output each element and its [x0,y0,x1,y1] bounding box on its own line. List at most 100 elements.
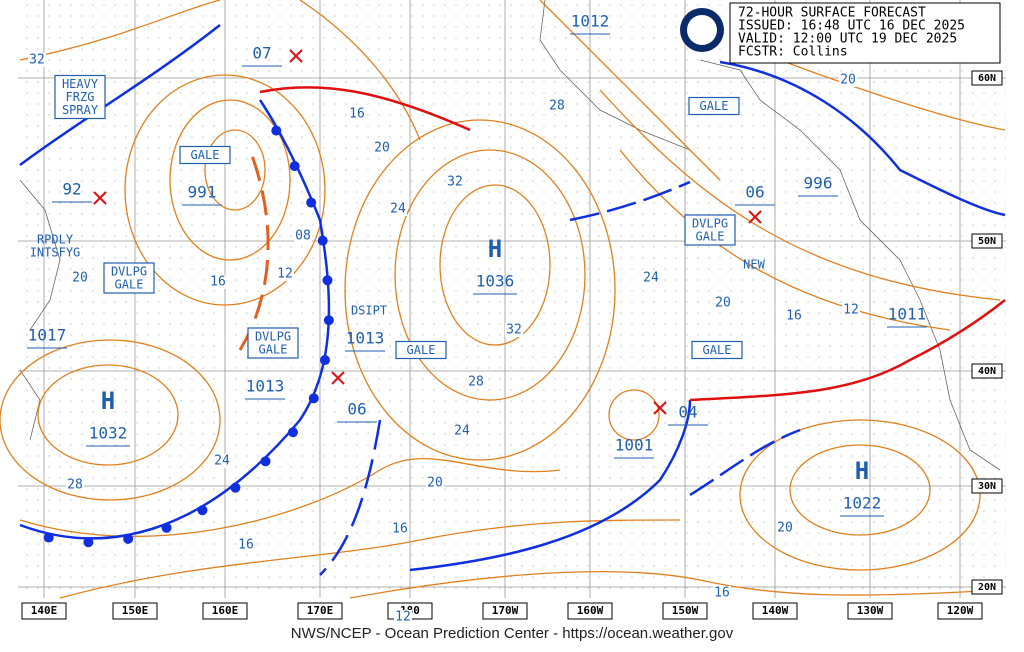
warning-text: DVLPG [255,330,291,344]
noaa-logo-inner [687,15,717,45]
warning-box [179,145,231,165]
lat-label-box [971,579,1003,595]
isobar-label-bg [714,296,732,310]
isobar-label-bg [348,107,366,121]
lon-label: 160E [212,604,239,617]
isobar-label-bg [389,202,407,216]
high-symbol: H [855,457,869,485]
warning-box [684,214,736,246]
isobar-label: 16 [238,538,254,553]
isobar-label: 28 [468,375,484,390]
isobar-label: 12 [395,610,411,625]
low-center [748,210,762,224]
isobar-label: 32 [506,323,522,338]
lon-label: 140E [31,604,58,617]
high-symbol: H [488,235,502,263]
lat-label: 60N [978,73,996,84]
isobar-label: 16 [786,309,802,324]
lat-label-box [971,233,1003,249]
isobar-label-bg [28,53,46,67]
lat-label: 40N [978,366,996,377]
low-pressure: 06 [745,183,764,202]
front-symbol [287,427,298,438]
warning-text: GALE [703,343,732,357]
front-symbol [161,522,172,533]
isobar-label: 20 [777,521,793,536]
lat-label: 30N [978,481,996,492]
front-symbol [306,197,317,208]
low-pressure: 07 [252,44,271,63]
warning-text: GALE [696,230,725,244]
lon-label: 160W [577,604,604,617]
front-symbol [322,275,333,286]
isobar-label: 16 [349,107,365,122]
isobar-label-bg [276,267,294,281]
lon-label: 150E [122,604,149,617]
front-symbol [271,125,282,136]
isobar-label-bg [394,610,412,624]
front-symbol [83,537,94,548]
isobar-label: 16 [392,522,408,537]
isobar-label-bg [426,476,444,490]
lon-label-box [112,602,158,620]
isobar-label-bg [839,73,857,87]
front-symbol [260,456,271,467]
isobar-label: 12 [843,303,859,318]
header-valid: VALID: 12:00 UTC 19 DEC 2025 [738,32,957,47]
low-pressure: 92 [62,180,81,199]
isobar-label: 28 [549,99,565,114]
isobar-label-bg [548,99,566,113]
isobar-label: 20 [427,476,443,491]
lat-label-box [971,363,1003,379]
isobar-label-bg [209,275,227,289]
isobar-label: 08 [295,229,311,244]
high-pressure: 1036 [476,272,515,291]
front-symbol [317,235,328,246]
isobars [0,0,1006,599]
isobar-label: 20 [374,141,390,156]
lon-label-box [297,602,343,620]
isobar-label: 24 [390,202,406,217]
lon-label: 170W [492,604,519,617]
isobar-label-bg [446,175,464,189]
warning-text: GALE [407,343,436,357]
isobar-label-bg [776,521,794,535]
isobar-label-bg [713,586,731,600]
isobar-label: 20 [72,271,88,286]
lon-label-box [567,602,613,620]
isobar-label-bg [453,424,471,438]
isobar-label: 12 [277,267,293,282]
front-symbol [43,532,54,543]
warning-text: DVLPG [692,217,728,231]
front-symbol [230,482,241,493]
low-pressure: 1012 [571,12,610,31]
map-background [18,0,1006,598]
warning-text: GALE [191,148,220,162]
coastlines [19,0,1001,471]
low-center [653,401,667,415]
isobar-label: 28 [67,478,83,493]
high-pressure: 1032 [89,424,128,443]
front-symbol [319,355,330,366]
lon-label: 130W [857,604,884,617]
lon-label: 140W [762,604,789,617]
isobar-label-bg [213,454,231,468]
low-pressure: 1001 [615,436,654,455]
lon-label: 150W [672,604,699,617]
isobar-label: 32 [29,53,45,68]
labels: 140E150E160E170E180170W160W150W140W130W1… [21,12,1003,625]
header-forecaster: FCSTR: Collins [738,45,848,60]
warning-box [688,96,740,116]
low-pressure: 991 [188,183,217,202]
header-box [729,2,1001,64]
isobar-label: 24 [643,271,659,286]
isobar-label-bg [642,271,660,285]
isobar-label-bg [237,538,255,552]
annotation: NEW [743,258,765,272]
front-symbol [308,393,319,404]
low-pressure: 1011 [888,305,927,324]
lat-label: 50N [978,236,996,247]
high-pressure: 1022 [843,494,882,513]
isobar-label: 32 [447,175,463,190]
header-issued: ISSUED: 16:48 UTC 16 DEC 2025 [738,19,965,34]
